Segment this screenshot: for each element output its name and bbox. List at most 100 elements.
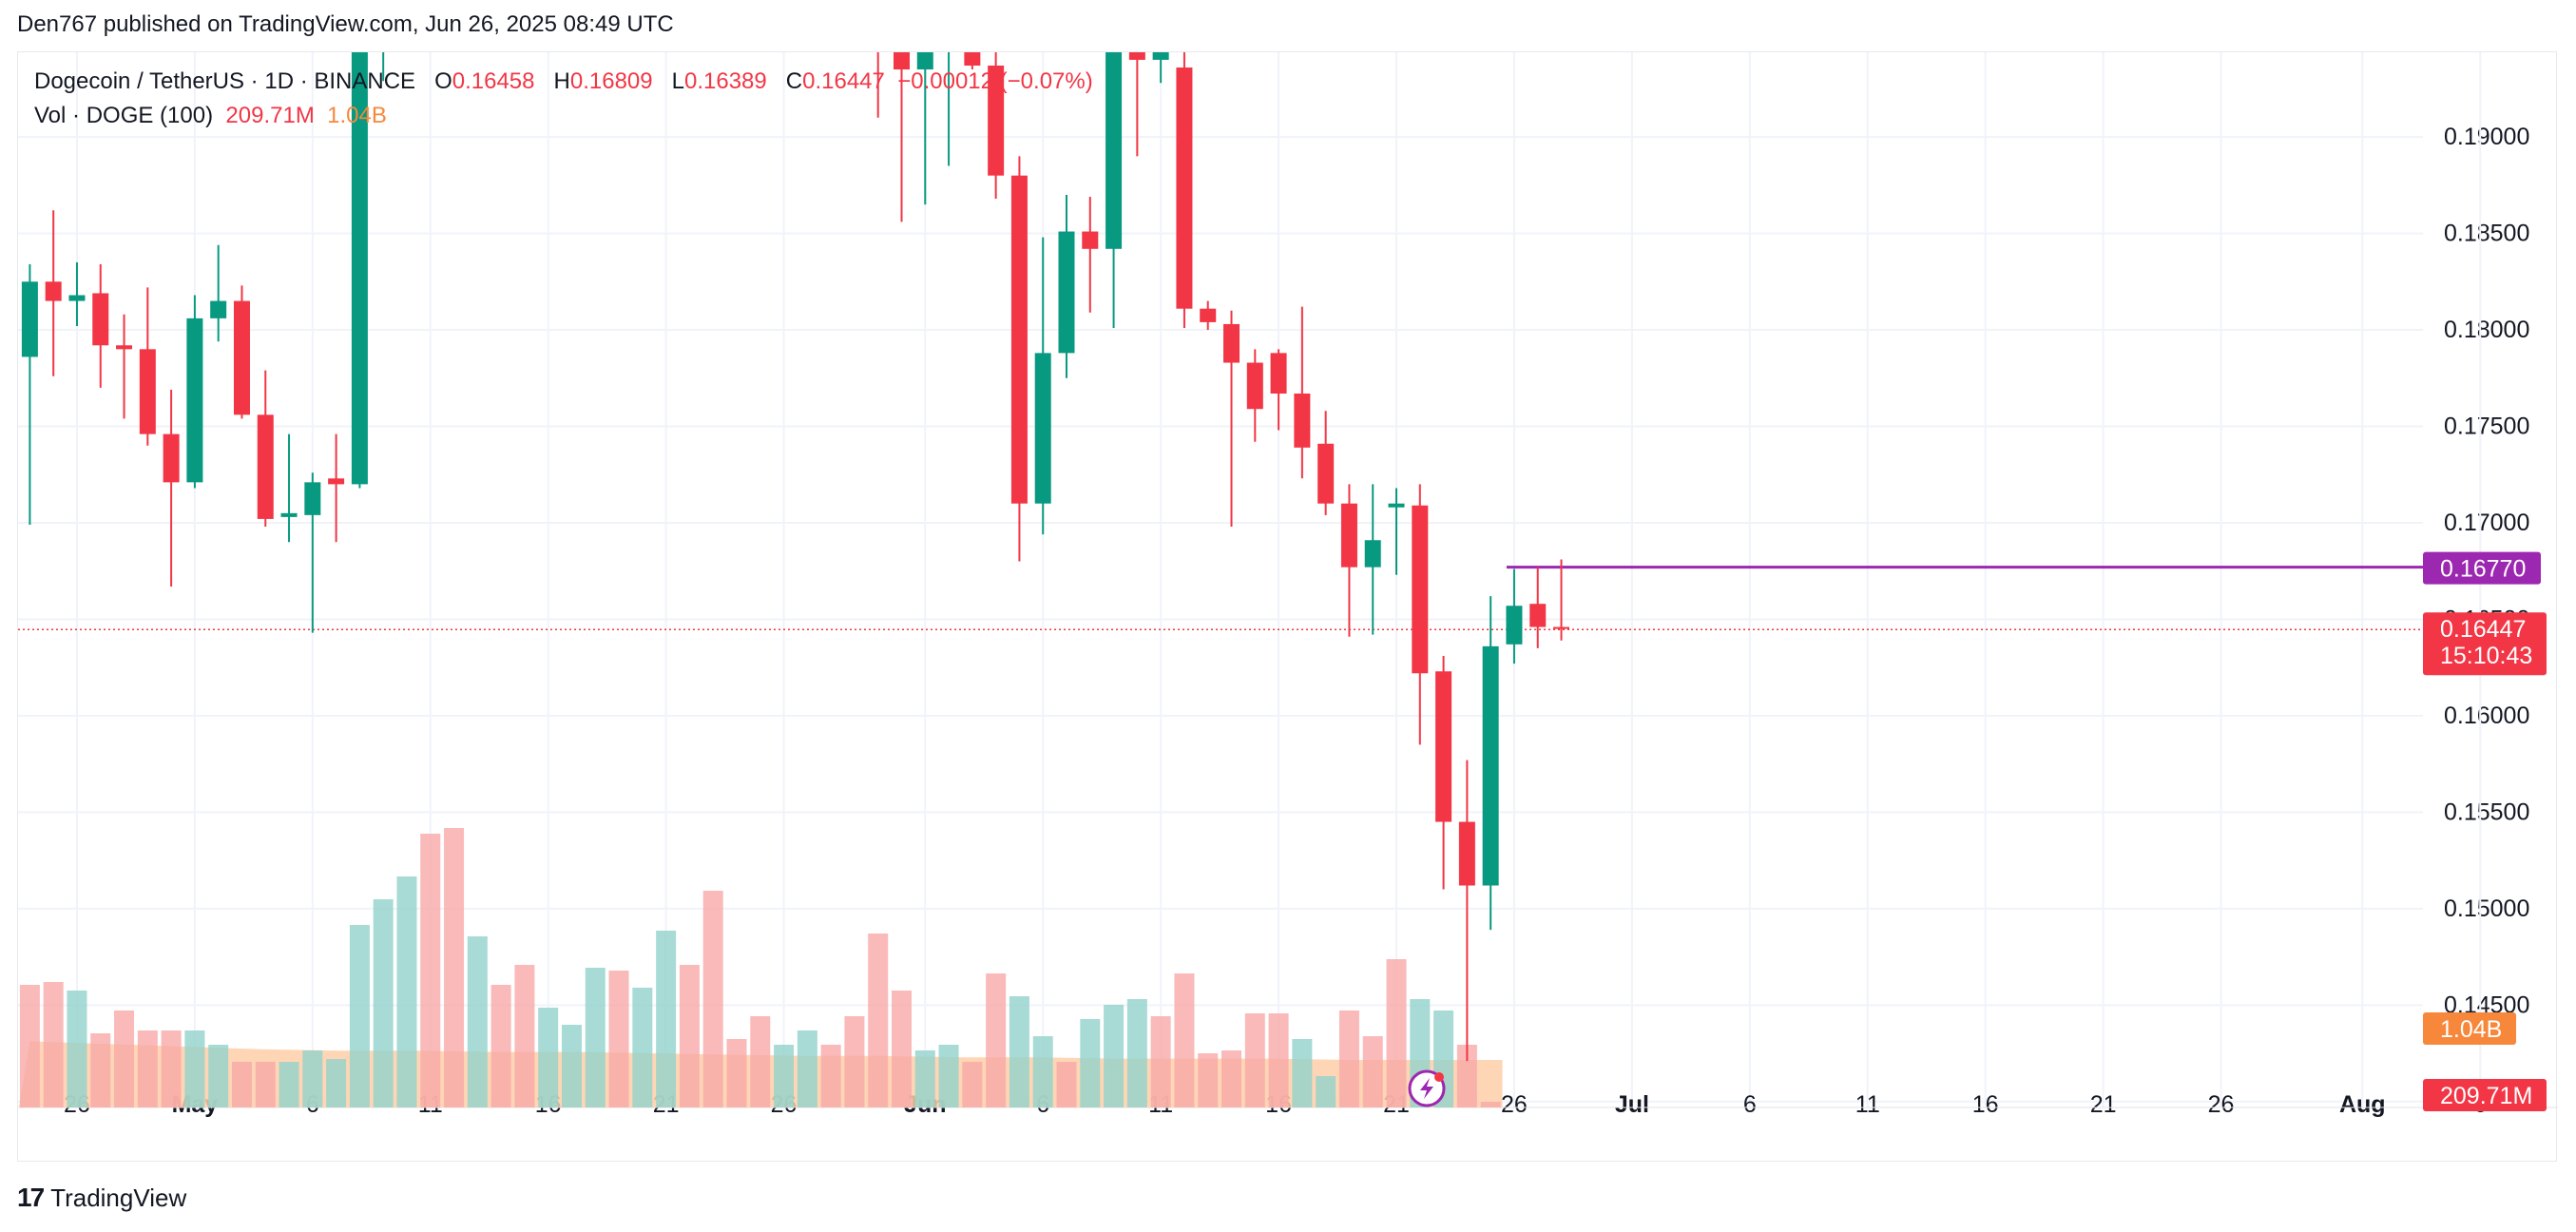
notification-dot-icon bbox=[1434, 1072, 1444, 1082]
volume-bar bbox=[114, 1011, 135, 1107]
volume-bar bbox=[1104, 1005, 1125, 1107]
legend-volume-value: 209.71M bbox=[225, 103, 315, 128]
tradingview-brand: TradingView bbox=[50, 1183, 187, 1212]
y-axis-tick-label: 0.19000 bbox=[2444, 124, 2529, 150]
legend-price-row: Dogecoin / TetherUS · 1D · BINANCE O 0.16… bbox=[34, 65, 1093, 99]
candle-body[interactable] bbox=[116, 345, 133, 350]
x-axis-tick-label: Aug bbox=[2339, 1091, 2386, 1118]
candle-body[interactable] bbox=[1058, 231, 1075, 354]
y-axis-tick-label: 0.17500 bbox=[2444, 414, 2529, 440]
volume-bar bbox=[986, 973, 1007, 1107]
candle-body[interactable] bbox=[68, 295, 86, 301]
volume-bar bbox=[279, 1062, 299, 1107]
candle-body[interactable] bbox=[163, 433, 180, 483]
volume-bar bbox=[1386, 959, 1407, 1107]
x-axis-tick-label: 11 bbox=[1855, 1091, 1880, 1118]
candle-body[interactable] bbox=[916, 52, 933, 70]
candle-body[interactable] bbox=[92, 293, 109, 346]
candle-body[interactable] bbox=[1553, 626, 1570, 629]
candle-body[interactable] bbox=[233, 300, 250, 415]
volume-bar bbox=[1338, 1011, 1359, 1107]
volume-bar bbox=[1032, 1036, 1053, 1107]
volume-bar bbox=[19, 985, 40, 1107]
x-axis-tick-label: 26 bbox=[1501, 1091, 1528, 1118]
candle-body[interactable] bbox=[1128, 52, 1145, 60]
publisher-line: Den767 published on TradingView.com, Jun… bbox=[17, 11, 674, 37]
volume-bar bbox=[608, 971, 629, 1107]
legend-open-label: O bbox=[434, 68, 452, 94]
candle-body[interactable] bbox=[964, 52, 981, 67]
legend-high-label: H bbox=[553, 68, 570, 94]
horizontal-level-tag-bg bbox=[2423, 551, 2541, 585]
volume-bar bbox=[373, 899, 394, 1107]
candle-body[interactable] bbox=[1506, 606, 1523, 645]
tradingview-logo[interactable]: 17 TradingView bbox=[17, 1183, 186, 1213]
candle-body[interactable] bbox=[45, 281, 62, 301]
candle-body[interactable] bbox=[21, 281, 38, 357]
volume-bar bbox=[538, 1008, 559, 1107]
volume-bar bbox=[184, 1030, 205, 1107]
candle-body[interactable] bbox=[186, 318, 203, 483]
candle-body[interactable] bbox=[1176, 67, 1193, 309]
x-axis-tick-label: 26 bbox=[2208, 1091, 2235, 1118]
volume-bar bbox=[938, 1045, 959, 1107]
candle-body[interactable] bbox=[1364, 540, 1381, 568]
candle-body[interactable] bbox=[1010, 175, 1028, 504]
candle-body[interactable] bbox=[1412, 505, 1429, 674]
candle-body[interactable] bbox=[351, 52, 368, 485]
candle-body[interactable] bbox=[988, 66, 1005, 176]
volume-bar bbox=[231, 1062, 252, 1107]
volume-bar bbox=[750, 1016, 771, 1107]
candle-body[interactable] bbox=[1294, 394, 1311, 448]
legend-volume-row: Vol · DOGE (100) 209.71M 1.04B bbox=[34, 99, 1093, 133]
chart-legend: Dogecoin / TetherUS · 1D · BINANCE O 0.16… bbox=[34, 65, 1093, 133]
volume-bar bbox=[679, 965, 700, 1107]
legend-symbol[interactable]: Dogecoin / TetherUS · 1D · BINANCE bbox=[34, 68, 416, 94]
candle-body[interactable] bbox=[1152, 52, 1169, 60]
volume-bar bbox=[1456, 1045, 1477, 1107]
volume-bar bbox=[1316, 1076, 1336, 1107]
candle-body[interactable] bbox=[1435, 671, 1452, 822]
volume-bar bbox=[632, 988, 653, 1107]
candle-body[interactable] bbox=[1482, 645, 1499, 886]
legend-change: −0.00012 (−0.07%) bbox=[897, 68, 1093, 94]
volume-bar bbox=[774, 1045, 795, 1107]
candle-body[interactable] bbox=[304, 482, 321, 515]
x-axis-tick-label: 6 bbox=[1743, 1091, 1757, 1118]
candle-body[interactable] bbox=[1388, 503, 1405, 508]
volume-bar bbox=[349, 925, 370, 1107]
candle-body[interactable] bbox=[1340, 503, 1357, 568]
volume-bar bbox=[326, 1059, 347, 1107]
candle-body[interactable] bbox=[1105, 52, 1123, 249]
volume-bar bbox=[396, 876, 417, 1107]
volume-bar bbox=[302, 1050, 323, 1107]
candle-body[interactable] bbox=[280, 512, 298, 517]
volume-bar bbox=[1362, 1036, 1383, 1107]
candle-body[interactable] bbox=[1458, 821, 1475, 886]
candle-body[interactable] bbox=[328, 478, 345, 485]
x-axis-tick-label: Jul bbox=[1615, 1091, 1649, 1118]
candle-body[interactable] bbox=[1082, 231, 1099, 249]
candle-body[interactable] bbox=[1246, 362, 1263, 410]
volume-bar bbox=[962, 1062, 983, 1107]
candle-body[interactable] bbox=[1270, 353, 1287, 395]
volume-bar bbox=[1221, 1050, 1242, 1107]
volume-bar bbox=[844, 1016, 865, 1107]
candle-body[interactable] bbox=[1200, 308, 1217, 322]
legend-volume-ma-value: 1.04B bbox=[327, 103, 387, 128]
candle-body[interactable] bbox=[1223, 323, 1240, 363]
candle-body[interactable] bbox=[1034, 353, 1051, 504]
volume-bar bbox=[67, 991, 87, 1107]
volume-bar bbox=[1150, 1016, 1171, 1107]
last-price-tag-bg bbox=[2423, 612, 2547, 676]
candle-body[interactable] bbox=[893, 52, 910, 70]
candle-body[interactable] bbox=[1317, 443, 1335, 504]
candle-body[interactable] bbox=[210, 300, 227, 318]
price-chart[interactable]: 0.190000.185000.180000.175000.170000.165… bbox=[18, 52, 2558, 1163]
horizontal-level-tag-text: 0.16770 bbox=[2440, 556, 2526, 583]
legend-high-value: 0.16809 bbox=[569, 68, 653, 94]
legend-volume-label[interactable]: Vol · DOGE (100) bbox=[34, 103, 214, 128]
candle-body[interactable] bbox=[139, 349, 156, 434]
candle-body[interactable] bbox=[257, 414, 274, 519]
candle-body[interactable] bbox=[1529, 604, 1547, 627]
